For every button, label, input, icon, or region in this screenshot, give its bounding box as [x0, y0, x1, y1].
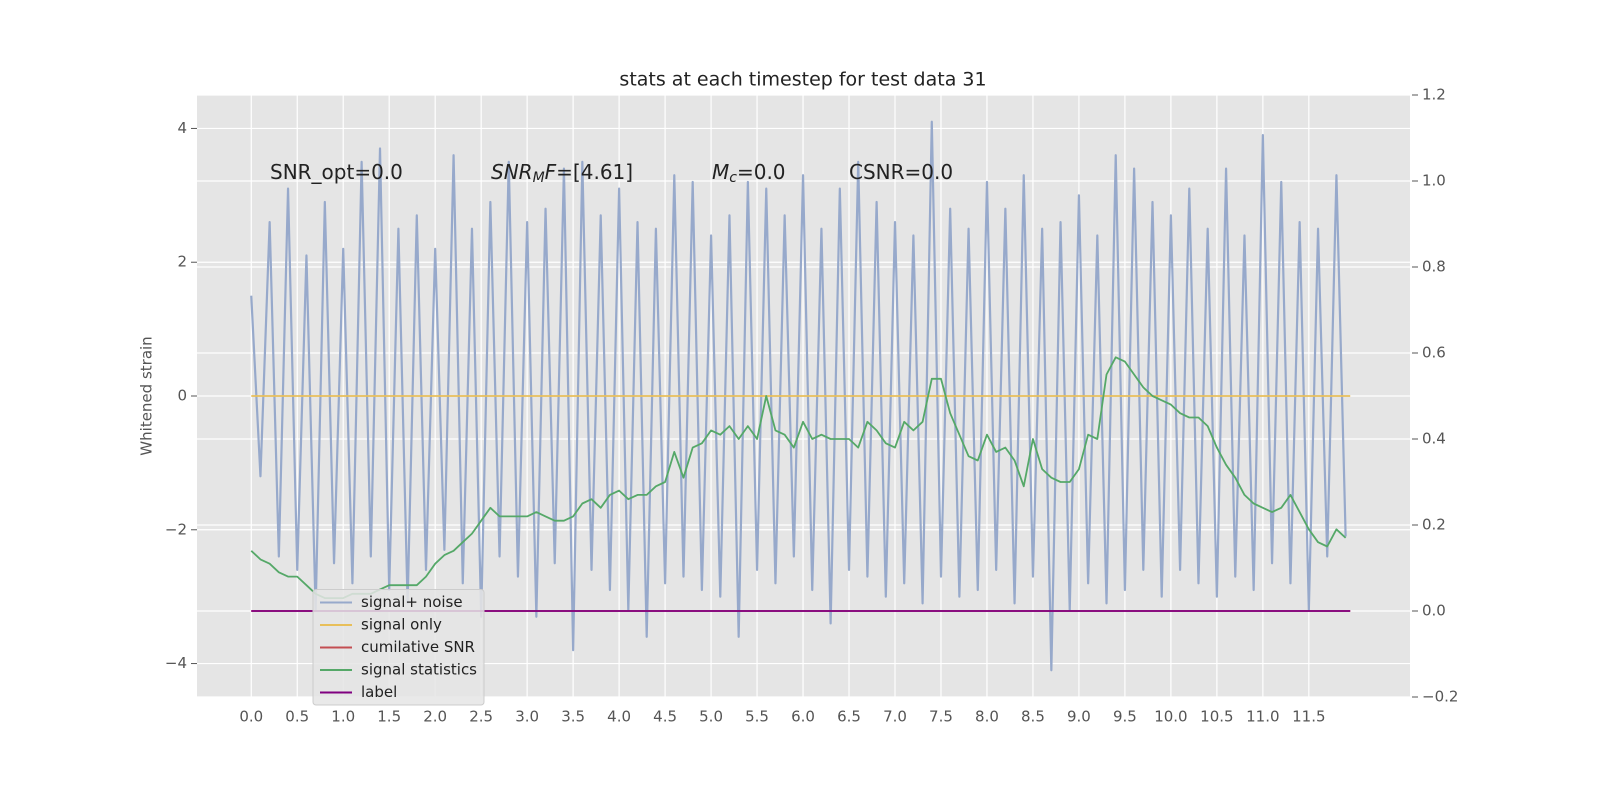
annotation: CSNR=0.0	[849, 160, 953, 184]
y-tick-label: −4	[165, 654, 187, 672]
x-tick-label: 6.0	[791, 708, 815, 726]
y2-tick-label: 0.4	[1422, 430, 1446, 448]
x-tick-label: 1.0	[331, 708, 355, 726]
y2-tick-label: 0.6	[1422, 344, 1446, 362]
y-tick-label: 2	[177, 253, 187, 271]
legend-label: signal+ noise	[361, 593, 463, 611]
annotation-part: SNR_opt=0.0	[270, 160, 403, 184]
series-line	[250, 120, 1347, 672]
y-tick-label: 4	[177, 119, 187, 137]
x-tick-label: 0.5	[285, 708, 309, 726]
annotation: SNR_opt=0.0	[270, 160, 403, 184]
x-tick-label: 11.0	[1246, 708, 1279, 726]
legend-box	[312, 589, 485, 706]
annotation-part: =[4.61]	[556, 160, 633, 184]
annotation-part: c	[729, 170, 737, 186]
x-tick-label: 11.5	[1292, 708, 1325, 726]
annotation-part: SNR	[491, 160, 533, 184]
x-tick-label: 5.5	[745, 708, 769, 726]
x-tick-label: 9.0	[1067, 708, 1091, 726]
x-tick-label: 3.5	[561, 708, 585, 726]
annotation-part: =0.0	[737, 160, 786, 184]
legend-label: signal only	[361, 616, 442, 634]
x-tick-label: 4.0	[607, 708, 631, 726]
y-axis-label: Whitened strain	[138, 336, 156, 455]
annotation-part: M	[712, 160, 729, 184]
x-tick-label: 5.0	[699, 708, 723, 726]
x-tick-label: 2.5	[469, 708, 493, 726]
x-tick-label: 7.0	[883, 708, 907, 726]
legend-label: cumilative SNR	[361, 638, 475, 656]
x-tick-label: 2.0	[423, 708, 447, 726]
series-line	[250, 356, 1347, 599]
legend: signal+ noise signal only cumilative SNR si…	[312, 589, 485, 706]
x-tick-label: 6.5	[837, 708, 861, 726]
x-tick-label: 9.5	[1113, 708, 1137, 726]
x-tick-label: 10.5	[1200, 708, 1233, 726]
chart-title: stats at each timestep for test data 31	[619, 69, 986, 91]
x-tick-label: 1.5	[377, 708, 401, 726]
x-tick-label: 8.5	[1021, 708, 1045, 726]
x-tick-label: 3.0	[515, 708, 539, 726]
y2-tick-label: 0.0	[1422, 602, 1446, 620]
y-tick-label: 0	[177, 387, 187, 405]
annotation-part: CSNR=0.0	[849, 160, 953, 184]
annotation-part: M	[533, 170, 545, 186]
y2-tick-label: −0.2	[1422, 688, 1458, 706]
annotation: Mc=0.0	[712, 160, 786, 187]
y2-tick-label: 1.2	[1422, 86, 1446, 104]
x-tick-label: 0.0	[239, 708, 263, 726]
x-tick-label: 7.5	[929, 708, 953, 726]
x-tick-label: 4.5	[653, 708, 677, 726]
annotation: SNRMF=[4.61]	[491, 160, 633, 187]
y-tick-label: −2	[165, 520, 187, 538]
y2-tick-label: 0.2	[1422, 516, 1446, 534]
legend-label: signal statistics	[361, 661, 477, 679]
legend-label: label	[361, 683, 397, 701]
y2-tick-label: 0.8	[1422, 258, 1446, 276]
x-tick-label: 10.0	[1154, 708, 1187, 726]
annotation-part: F	[545, 160, 557, 184]
x-tick-label: 8.0	[975, 708, 999, 726]
y2-tick-label: 1.0	[1422, 172, 1446, 190]
